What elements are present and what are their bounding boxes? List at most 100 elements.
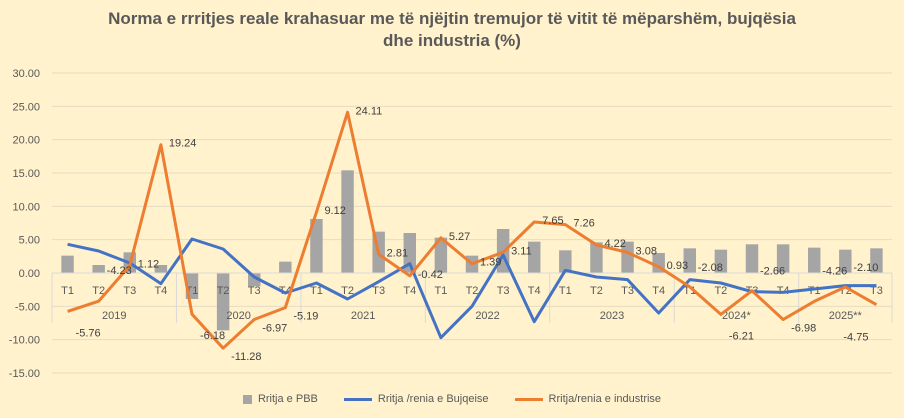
x-category-label: T4: [154, 285, 167, 297]
bar-pbb: [216, 273, 230, 331]
chart-title: Norma e rrritjes reale krahasuar me të n…: [0, 8, 904, 52]
chart-title-line-1: Norma e rrritjes reale krahasuar me të n…: [108, 9, 796, 28]
x-category-label: T3: [621, 285, 634, 297]
data-label-industri: 19.24: [169, 138, 197, 150]
data-label-industri: -5.76: [76, 327, 101, 339]
y-tick-label: 5.00: [19, 235, 40, 247]
data-label-industri: -4.26: [822, 265, 847, 277]
y-tick-label: 15.00: [12, 168, 40, 180]
data-label-industri: 3.11: [511, 245, 532, 257]
bar-pbb: [528, 241, 541, 273]
data-label-industri: 1.12: [138, 259, 159, 271]
line-industri: [67, 110, 878, 350]
x-category-label: T3: [497, 285, 510, 297]
bar-pbb: [61, 255, 74, 273]
x-category-label: T2: [466, 285, 479, 297]
bar-pbb: [714, 249, 728, 273]
legend-label-industri: Rritja/renia e industrise: [548, 393, 662, 405]
data-label-industri: 1.39: [480, 257, 501, 269]
bar-pbb: [279, 261, 292, 273]
y-tick-label: -10.00: [9, 335, 40, 347]
data-label-industri: 7.65: [542, 215, 563, 227]
data-label-industri: 2.81: [387, 247, 408, 259]
x-category-label: T4: [403, 285, 416, 297]
data-label-industri: -5.19: [293, 311, 318, 323]
legend-swatch-industri: [514, 397, 543, 401]
x-category-label: T1: [808, 285, 821, 297]
x-year-label: 2024*: [722, 310, 751, 322]
legend-label-bujqesi: Rritja /renia e Bujqeise: [377, 393, 489, 405]
bar-pbb: [776, 244, 790, 273]
data-label-industri: 9.12: [324, 205, 345, 217]
x-category-label: T4: [528, 285, 541, 297]
x-year-label: 2020: [226, 310, 250, 322]
y-tick-label: -5.00: [15, 301, 40, 313]
x-category-label: T2: [92, 285, 105, 297]
x-year-label: 2023: [600, 310, 624, 322]
data-label-industri: -2.08: [698, 262, 723, 274]
data-label-industri: 3.08: [636, 245, 657, 257]
bar-pbb: [248, 273, 261, 287]
x-category-label: T2: [590, 285, 603, 297]
x-category-label: T3: [248, 285, 261, 297]
data-label-industri: -11.28: [231, 351, 261, 363]
y-tick-label: 10.00: [12, 201, 40, 213]
legend: Rritja e PBB Rritja /renia e Bujqeise Rr…: [0, 393, 904, 405]
line-bujqesi: [67, 237, 877, 340]
x-category-label: T4: [652, 285, 665, 297]
x-category-label: T3: [123, 285, 136, 297]
y-tick-label: 0.00: [19, 268, 40, 280]
x-category-label: T3: [870, 285, 883, 297]
x-category-label: T1: [61, 285, 74, 297]
legend-swatch-bujqesi: [343, 397, 372, 401]
y-tick-label: -15.00: [9, 368, 40, 380]
chart-title-line-2: dhe industria (%): [383, 31, 521, 50]
x-category-label: T1: [434, 285, 447, 297]
legend-item-bujqesi: Rritja /renia e Bujqeise: [343, 393, 489, 405]
legend-label-pbb: Rritja e PBB: [257, 393, 318, 405]
bar-pbb: [341, 170, 354, 273]
bar-pbb: [683, 248, 696, 273]
bar-pbb: [154, 265, 168, 273]
data-label-industri: 0.93: [667, 260, 688, 272]
bar-pbb: [808, 247, 821, 273]
bar-pbb: [590, 242, 603, 273]
legend-item-industri: Rritja/renia e industrise: [514, 393, 662, 405]
data-label-industri: -6.98: [791, 323, 816, 335]
x-year-label: 2025**: [829, 310, 863, 322]
bar-pbb: [745, 244, 759, 273]
legend-item-pbb: Rritja e PBB: [242, 393, 318, 405]
bar-pbb: [434, 237, 448, 273]
bar-pbb: [403, 233, 416, 273]
x-category-label: T2: [714, 285, 727, 297]
data-label-industri: 24.11: [356, 105, 383, 117]
bar-pbb: [310, 219, 323, 273]
x-category-label: T2: [341, 285, 354, 297]
data-label-industri: 7.26: [573, 218, 594, 230]
data-label-industri: -6.21: [729, 330, 754, 342]
bar-pbb: [870, 248, 883, 273]
x-year-label: 2021: [351, 310, 375, 322]
y-tick-label: 30.00: [12, 68, 40, 80]
bar-pbb: [621, 241, 634, 273]
data-label-industri: -4.75: [843, 332, 868, 344]
data-label-industri: -6.18: [200, 330, 225, 342]
data-label-industri: -2.10: [853, 262, 878, 274]
bar-pbb: [92, 265, 105, 273]
legend-swatch-pbb: [242, 394, 252, 404]
data-label-industri: -2.66: [760, 266, 785, 278]
x-category-label: T2: [217, 285, 230, 297]
y-tick-label: 25.00: [12, 101, 40, 113]
data-label-industri: 4.22: [604, 238, 625, 250]
data-label-industri: 5.27: [449, 231, 470, 243]
bar-pbb: [559, 250, 572, 273]
x-category-label: T1: [310, 285, 323, 297]
y-tick-label: 20.00: [12, 135, 40, 147]
bar-pbb: [839, 249, 852, 273]
data-label-industri: -0.42: [418, 269, 443, 281]
x-category-label: T3: [372, 285, 385, 297]
x-year-label: 2022: [475, 310, 499, 322]
x-year-label: 2019: [102, 310, 126, 322]
x-category-label: T1: [559, 285, 572, 297]
